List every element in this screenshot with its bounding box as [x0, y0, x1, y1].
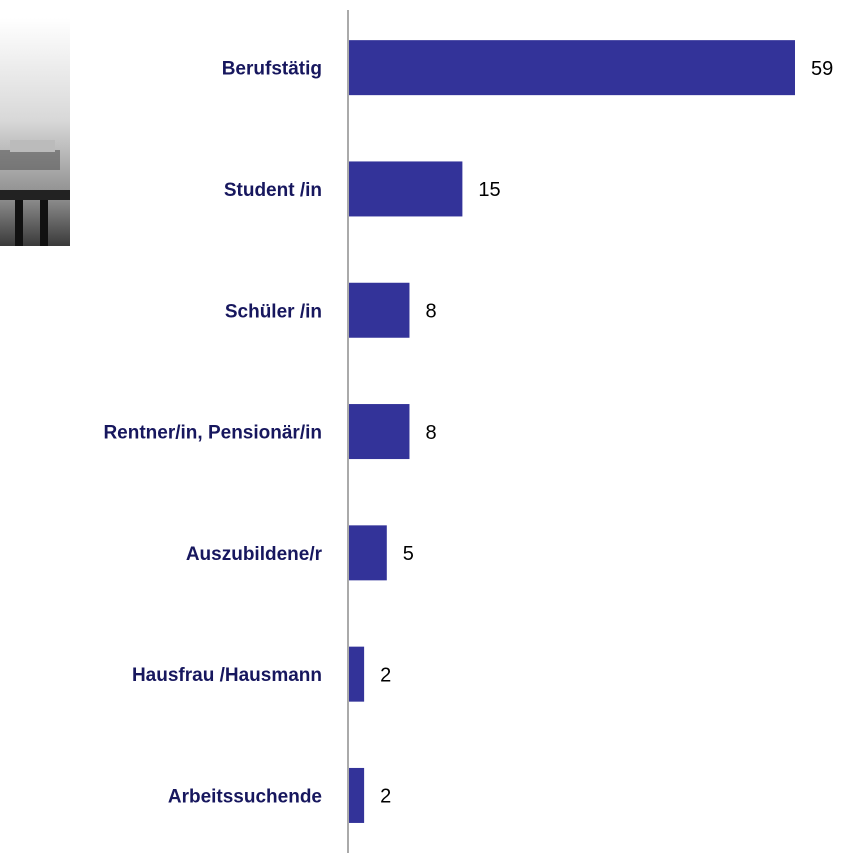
category-label: Student /in [224, 180, 322, 201]
bar [349, 161, 462, 216]
value-label: 5 [403, 543, 414, 565]
value-label: 2 [380, 786, 391, 808]
category-label: Rentner/in, Pensionär/in [103, 423, 322, 444]
category-label: Hausfrau /Hausmann [132, 665, 322, 686]
value-label: 2 [380, 664, 391, 686]
category-label: Arbeitssuchende [168, 786, 322, 807]
value-label: 8 [425, 422, 436, 444]
category-label: Auszubildene/r [186, 544, 323, 565]
bar [349, 40, 795, 95]
photo [0, 18, 70, 246]
bar [349, 768, 364, 823]
value-label: 59 [811, 58, 833, 80]
page: {"chart_data": {"type": "bar", "orientat… [0, 0, 848, 853]
category-label: Berufstätig [222, 59, 322, 80]
value-label: 15 [478, 179, 500, 201]
bar [349, 404, 409, 459]
category-label: Schüler /in [225, 301, 322, 322]
bar [349, 647, 364, 702]
value-label: 8 [425, 301, 436, 323]
bar [349, 525, 387, 580]
bar [349, 283, 409, 338]
chart: Berufstätig 59 Student /in 15 Schüler /in 8 Re… [0, 0, 848, 853]
